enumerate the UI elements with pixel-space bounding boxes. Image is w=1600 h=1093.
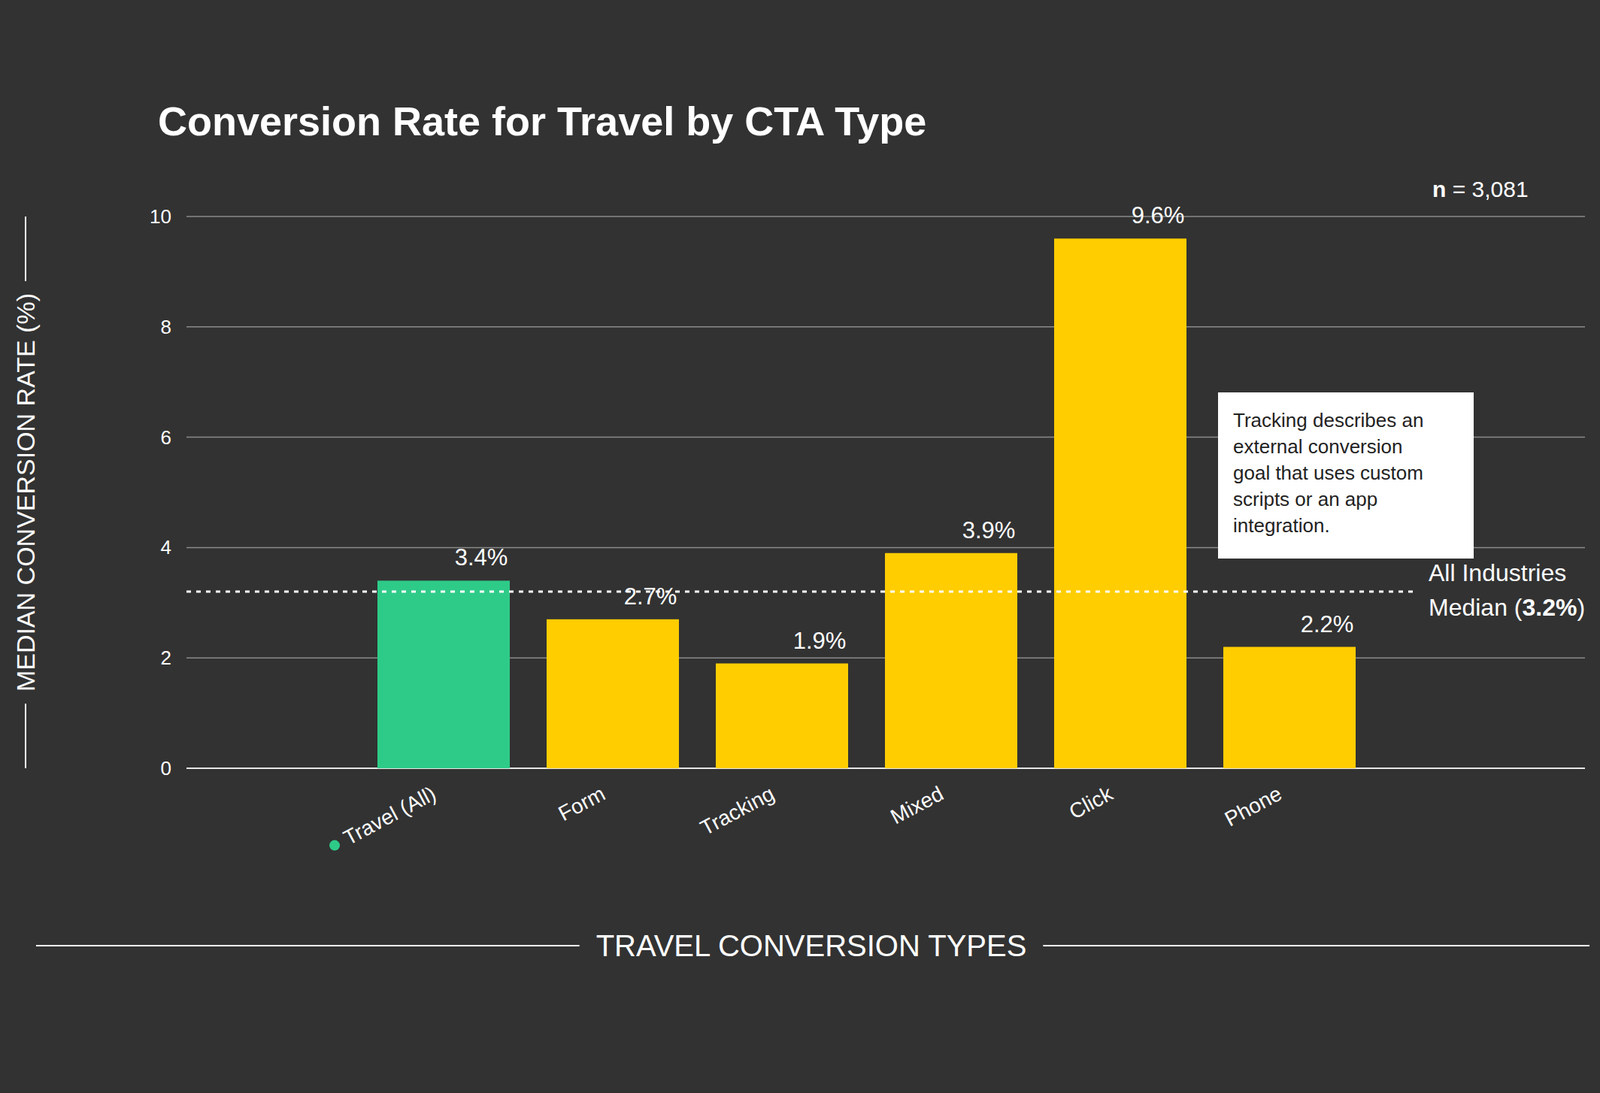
bars	[377, 238, 1356, 769]
x-tick-label: Click	[1065, 781, 1118, 824]
title: Conversion Rate for Travel by CTA Type	[157, 98, 927, 144]
data-label: 3.4%	[454, 544, 509, 571]
y-tick-label: 10	[149, 205, 172, 228]
bar	[884, 553, 1018, 769]
x-tick-label: Tracking	[696, 781, 778, 840]
background	[0, 0, 1600, 1093]
note-line: goal that uses custom	[1233, 461, 1424, 485]
bar	[377, 580, 510, 769]
y-tick-label: 8	[160, 315, 172, 339]
axis-title-rule	[36, 945, 580, 947]
reference-text: All Industries	[1428, 559, 1567, 587]
reference-label: All Industries Median (3.2%)	[1428, 559, 1585, 622]
reference-text: )	[1576, 593, 1585, 622]
note-box	[1218, 392, 1474, 559]
bar	[546, 619, 679, 769]
note-line: external conversion	[1233, 435, 1403, 458]
data-label: 2.7%	[624, 583, 678, 610]
reference-text: Median (	[1428, 593, 1523, 622]
y-axis-title: MEDIAN CONVERSION RATE (%)	[11, 293, 40, 692]
bar	[715, 663, 849, 769]
y-tick-label: 0	[160, 757, 172, 780]
y-tick-label: 4	[160, 536, 172, 559]
note-line: Tracking describes an	[1233, 409, 1424, 432]
data-label: 1.9%	[793, 627, 847, 655]
x-tick-label: Mixed	[886, 781, 948, 829]
reference-value: 3.2%	[1522, 593, 1578, 622]
chart: Conversion Rate for Travel by CTA Type n …	[0, 0, 1600, 1093]
y-tick-label: 6	[160, 426, 172, 449]
data-label: 9.6%	[1131, 202, 1185, 229]
grid-line	[186, 326, 1585, 328]
note-line: integration.	[1233, 514, 1331, 537]
y-tick-label: 2	[160, 646, 172, 670]
x-tick-label: Form	[554, 781, 610, 826]
data-label: 2.2%	[1300, 611, 1355, 638]
x-axis-title: TRAVEL CONVERSION TYPES	[596, 929, 1028, 963]
sample-size: n = 3,081	[1432, 176, 1529, 202]
grid-line	[186, 215, 1585, 218]
sample-size-value: = 3,081	[1445, 176, 1528, 202]
note-text: Tracking describes an external conversion…	[1233, 409, 1424, 537]
axis-title-rule	[24, 703, 27, 769]
note-line: scripts or an app	[1233, 487, 1378, 511]
axis-title-rule	[1042, 945, 1590, 947]
x-tick-label: Travel (All)	[339, 781, 440, 850]
bar	[1223, 647, 1356, 769]
data-label: 3.9%	[962, 517, 1016, 544]
reference-line	[186, 590, 1414, 594]
category-dot	[329, 840, 340, 852]
axis-title-rule	[24, 216, 27, 282]
x-tick-label: Phone	[1221, 781, 1286, 831]
sample-size-symbol: n	[1432, 176, 1446, 202]
bar	[1054, 238, 1187, 769]
